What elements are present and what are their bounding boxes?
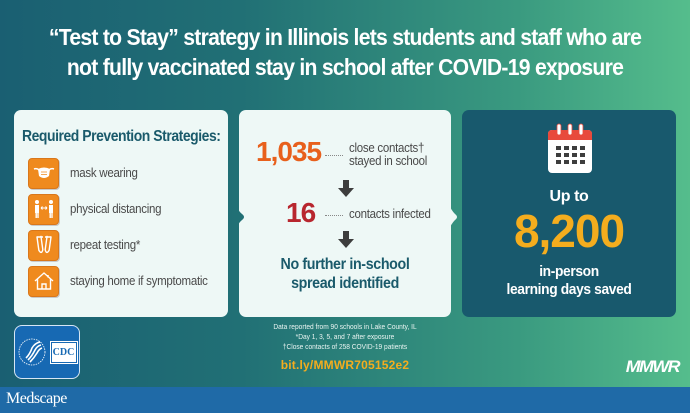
conclusion-text: No further in-school spread identified [280, 256, 410, 292]
hhs-eagle-icon [18, 338, 45, 366]
cdc-logo: CDC [49, 340, 78, 364]
impact-prefix: Up to [549, 188, 589, 205]
prevention-strategies-panel: Required Prevention Strategies: mask wea… [14, 110, 228, 317]
hhs-cdc-logo: CDC [14, 325, 80, 379]
strategy-item: staying home if symptomatic [28, 265, 220, 297]
impact-value: 8,200 [513, 205, 625, 257]
arrow-down-icon [338, 231, 354, 248]
impact-panel: Up to 8,200 in-person learning days save… [462, 110, 676, 317]
impact-label: in-person learning days saved [506, 263, 632, 298]
results-panel: 1,035 close contacts† stayed in school 1… [237, 110, 457, 317]
strategy-label: mask wearing [70, 166, 138, 180]
strategies-title: Required Prevention Strategies: [22, 128, 221, 145]
medscape-footer: Medscape [0, 387, 690, 413]
strategy-item: repeat testing* [28, 229, 146, 261]
stat-close-contacts-label: close contacts† stayed in school [349, 141, 428, 168]
panel-connector-right [449, 204, 457, 230]
strategy-item: physical distancing [28, 193, 169, 225]
footnotes: Data reported from 90 schools in Lake Co… [273, 322, 417, 351]
stat-close-contacts-value: 1,035 [256, 136, 322, 167]
dotted-leader [325, 215, 343, 216]
infographic: “Test to Stay” strategy in Illinois lets… [0, 0, 690, 387]
house-icon [28, 265, 59, 297]
page-title: “Test to Stay” strategy in Illinois lets… [28, 22, 663, 82]
stat-infected-label: contacts infected [349, 207, 431, 221]
strategy-item: mask wearing [28, 157, 144, 189]
test-tubes-icon [28, 229, 59, 261]
dotted-leader [325, 155, 343, 156]
source-link[interactable]: bit.ly/MMWR705152e2 [280, 358, 410, 372]
panel-connector-left [237, 204, 244, 230]
strategy-label: physical distancing [70, 202, 162, 216]
strategy-label: repeat testing* [70, 238, 141, 252]
arrow-down-icon [338, 180, 354, 197]
distancing-icon [28, 193, 59, 225]
title-line-2: not fully vaccinated stay in school afte… [66, 54, 624, 80]
medscape-logo[interactable]: Medscape [6, 390, 67, 407]
calendar-icon [548, 123, 592, 173]
strategy-label: staying home if symptomatic [70, 274, 208, 288]
title-line-1: “Test to Stay” strategy in Illinois lets… [48, 24, 642, 50]
stat-infected-value: 16 [286, 197, 316, 228]
mmwr-logo: MMWR [626, 357, 681, 376]
mask-icon [28, 157, 59, 189]
